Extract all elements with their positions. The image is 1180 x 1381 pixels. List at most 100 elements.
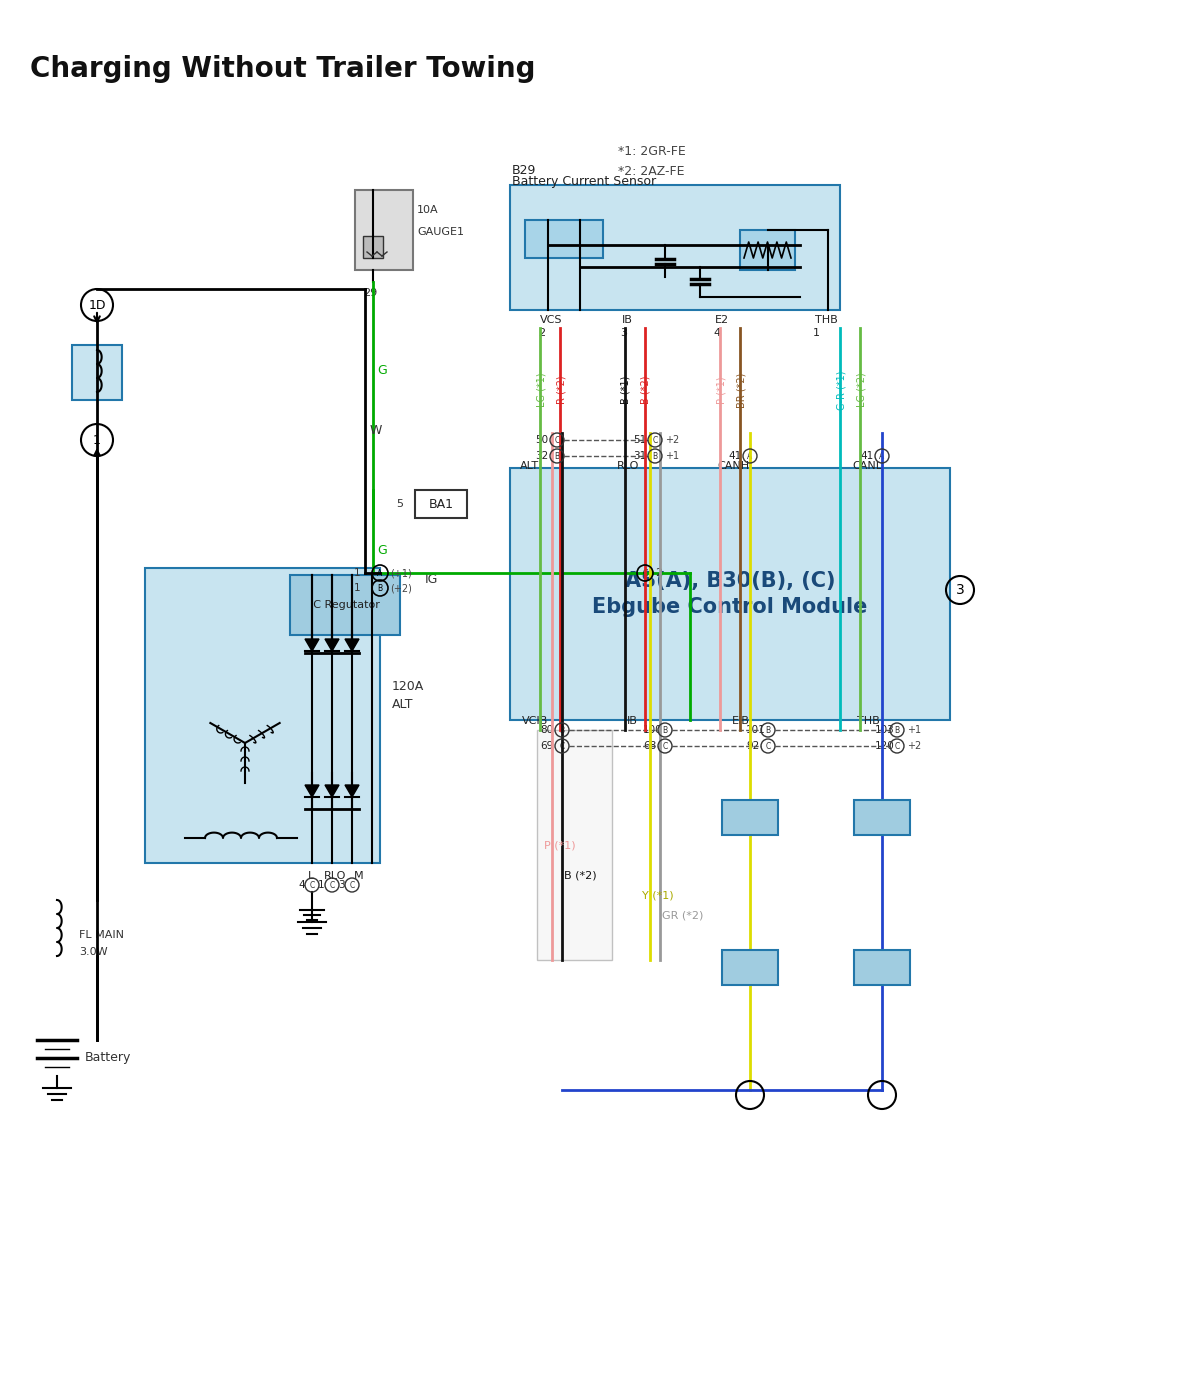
Bar	[722, 800, 778, 836]
Text: 92: 92	[746, 742, 759, 751]
Text: C: C	[766, 742, 771, 750]
Text: 1: 1	[353, 568, 360, 579]
Text: LG (*2): LG (*2)	[856, 373, 866, 407]
Text: RLO: RLO	[617, 461, 640, 471]
Text: VCIB: VCIB	[522, 715, 549, 726]
Polygon shape	[304, 784, 319, 797]
Text: P (*1): P (*1)	[544, 840, 576, 849]
Text: 100: 100	[643, 725, 663, 735]
Text: A: A	[879, 452, 885, 460]
Text: L: L	[308, 871, 314, 881]
Bar	[525, 220, 603, 258]
Text: 120: 120	[876, 742, 894, 751]
Polygon shape	[345, 639, 359, 650]
Polygon shape	[324, 784, 339, 797]
Text: B: B	[555, 452, 559, 460]
Text: 80: 80	[540, 725, 553, 735]
Text: Battery: Battery	[85, 1051, 131, 1065]
Text: 10A: 10A	[417, 204, 439, 215]
Text: BA1: BA1	[428, 497, 453, 511]
Text: *1: 2GR-FE: *1: 2GR-FE	[618, 145, 686, 157]
Text: B: B	[378, 584, 382, 592]
Text: 2: 2	[538, 329, 545, 338]
Text: Battery Current Sensor: Battery Current Sensor	[512, 175, 656, 188]
Polygon shape	[324, 639, 339, 650]
Text: 3: 3	[337, 880, 345, 889]
Text: B (*2): B (*2)	[564, 870, 597, 880]
Bar	[363, 236, 384, 258]
Text: Charging Without Trailer Towing: Charging Without Trailer Towing	[30, 55, 536, 83]
Text: B: B	[559, 725, 564, 735]
Text: 2: 2	[655, 568, 662, 579]
Bar	[854, 800, 910, 836]
Bar	[854, 950, 910, 985]
Text: (+1): (+1)	[391, 568, 412, 579]
Text: P (*1): P (*1)	[716, 376, 726, 403]
Text: 69: 69	[540, 742, 553, 751]
Text: W: W	[371, 424, 382, 436]
Text: E2: E2	[715, 315, 729, 325]
Bar	[722, 950, 778, 985]
Text: ALT: ALT	[520, 461, 539, 471]
Text: IB: IB	[622, 315, 632, 325]
Text: EIB: EIB	[732, 715, 749, 726]
Text: G-R (*1): G-R (*1)	[835, 370, 846, 410]
Text: LG (*1): LG (*1)	[536, 373, 546, 407]
Text: C: C	[894, 742, 899, 750]
Text: B (*2): B (*2)	[641, 376, 651, 405]
Bar	[72, 345, 122, 400]
Text: +1: +1	[666, 452, 680, 461]
Text: VCS: VCS	[540, 315, 563, 325]
Text: C: C	[349, 881, 355, 889]
Text: 3.0W: 3.0W	[79, 947, 107, 957]
Text: 1: 1	[93, 434, 101, 446]
Bar	[740, 231, 795, 271]
Text: B: B	[766, 725, 771, 735]
Text: 101: 101	[746, 725, 766, 735]
Text: Ebgube Control Module: Ebgube Control Module	[592, 597, 867, 616]
Bar	[537, 731, 612, 960]
Polygon shape	[304, 639, 319, 650]
Text: +2: +2	[666, 435, 680, 445]
Text: *2: 2AZ-FE: *2: 2AZ-FE	[618, 164, 684, 178]
Text: C: C	[642, 569, 648, 577]
Text: A: A	[378, 569, 382, 577]
Text: B: B	[662, 725, 668, 735]
Bar	[510, 185, 840, 309]
Text: IB: IB	[627, 715, 638, 726]
Text: 103: 103	[876, 725, 894, 735]
Polygon shape	[345, 784, 359, 797]
Text: 32: 32	[535, 452, 549, 461]
Text: G: G	[376, 544, 387, 557]
Text: CANL: CANL	[852, 461, 881, 471]
Text: 5: 5	[396, 499, 404, 510]
Text: B: B	[653, 452, 657, 460]
Text: M: M	[354, 871, 363, 881]
Text: C: C	[653, 435, 657, 445]
Bar	[510, 468, 950, 720]
Text: GR (*2): GR (*2)	[662, 910, 703, 920]
Text: C: C	[329, 881, 335, 889]
Text: +2: +2	[907, 742, 922, 751]
Text: FL MAIN: FL MAIN	[79, 929, 124, 940]
Text: C: C	[662, 742, 668, 750]
Text: C: C	[555, 435, 559, 445]
Text: 1: 1	[353, 583, 360, 592]
Text: 1: 1	[317, 880, 324, 889]
Text: G: G	[376, 363, 387, 377]
Text: A: A	[747, 452, 753, 460]
Text: B29: B29	[512, 164, 537, 177]
Text: IC Regutator: IC Regutator	[310, 599, 380, 610]
Text: RLO: RLO	[324, 871, 347, 881]
Text: 4: 4	[299, 880, 304, 889]
Text: (+2): (+2)	[391, 583, 412, 592]
Text: THB: THB	[815, 315, 838, 325]
Text: 1D: 1D	[88, 298, 106, 312]
Text: +1: +1	[907, 725, 922, 735]
Bar	[355, 191, 413, 271]
Text: 41: 41	[728, 452, 741, 461]
Text: C: C	[559, 742, 564, 750]
Bar	[290, 574, 400, 635]
Text: B (*1): B (*1)	[621, 376, 631, 405]
Text: AE4: AE4	[738, 811, 762, 823]
